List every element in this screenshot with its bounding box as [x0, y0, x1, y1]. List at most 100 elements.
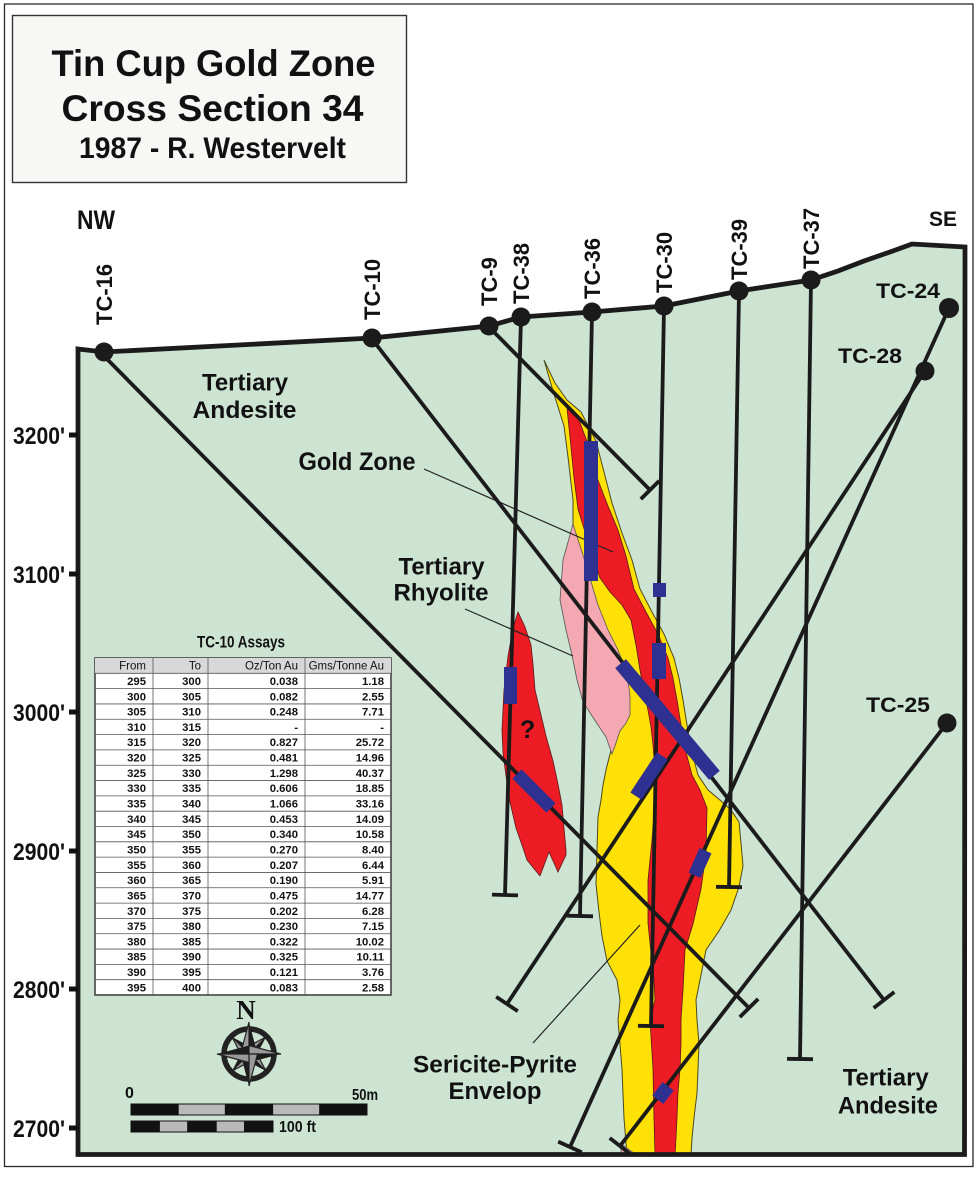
svg-text:0.083: 0.083: [270, 982, 298, 994]
svg-text:14.09: 14.09: [356, 814, 384, 826]
svg-text:33.16: 33.16: [356, 799, 384, 811]
svg-text:315: 315: [182, 722, 201, 734]
svg-text:Tertiary: Tertiary: [843, 1065, 930, 1092]
svg-text:7.15: 7.15: [362, 921, 384, 933]
svg-text:385: 385: [127, 952, 146, 964]
svg-text:350: 350: [182, 829, 201, 841]
svg-text:1987 - R. Westervelt: 1987 - R. Westervelt: [79, 132, 346, 165]
svg-text:2.58: 2.58: [362, 982, 384, 994]
svg-text:TC-28: TC-28: [838, 345, 902, 368]
svg-text:2800': 2800': [13, 977, 65, 1004]
svg-text:0.270: 0.270: [270, 845, 298, 857]
svg-text:2.55: 2.55: [362, 691, 384, 703]
svg-text:10.02: 10.02: [356, 936, 384, 948]
svg-text:320: 320: [182, 737, 201, 749]
svg-text:14.77: 14.77: [356, 890, 384, 902]
svg-text:305: 305: [182, 691, 201, 703]
svg-text:320: 320: [127, 753, 146, 765]
svg-text:315: 315: [127, 737, 146, 749]
svg-text:5.91: 5.91: [362, 875, 384, 887]
svg-text:2900': 2900': [13, 839, 65, 866]
svg-text:385: 385: [182, 936, 201, 948]
svg-text:0.121: 0.121: [270, 967, 298, 979]
svg-text:335: 335: [182, 783, 201, 795]
svg-text:Andesite: Andesite: [838, 1093, 938, 1120]
svg-text:50m: 50m: [352, 1087, 378, 1104]
svg-text:Andesite: Andesite: [193, 397, 297, 424]
svg-text:0.202: 0.202: [270, 906, 298, 918]
svg-text:0.606: 0.606: [270, 783, 298, 795]
svg-text:NW: NW: [77, 205, 115, 235]
svg-text:310: 310: [182, 707, 201, 719]
svg-text:335: 335: [127, 799, 146, 811]
svg-text:400: 400: [182, 982, 201, 994]
svg-text:370: 370: [127, 906, 146, 918]
svg-text:0: 0: [125, 1085, 134, 1102]
svg-text:365: 365: [182, 875, 201, 887]
svg-text:380: 380: [182, 921, 201, 933]
svg-text:TC-25: TC-25: [866, 694, 930, 717]
svg-text:6.44: 6.44: [362, 860, 385, 872]
svg-text:0.038: 0.038: [270, 676, 298, 688]
svg-text:7.71: 7.71: [362, 707, 384, 719]
svg-text:TC-10: TC-10: [360, 259, 385, 320]
svg-text:Sericite-Pyrite: Sericite-Pyrite: [413, 1052, 577, 1079]
svg-text:Gold Zone: Gold Zone: [299, 448, 416, 476]
svg-text:340: 340: [127, 814, 146, 826]
svg-text:0.207: 0.207: [270, 860, 298, 872]
svg-text:355: 355: [127, 860, 146, 872]
svg-text:390: 390: [127, 967, 146, 979]
svg-text:100 ft: 100 ft: [279, 1119, 317, 1136]
svg-text:40.37: 40.37: [356, 768, 384, 780]
svg-text:330: 330: [127, 783, 146, 795]
svg-text:0.340: 0.340: [270, 829, 298, 841]
svg-text:6.28: 6.28: [362, 906, 384, 918]
svg-text:N: N: [236, 995, 256, 1025]
svg-text:SE: SE: [929, 208, 957, 231]
svg-text:1.298: 1.298: [270, 768, 298, 780]
svg-text:TC-30: TC-30: [652, 232, 677, 293]
svg-text:360: 360: [182, 860, 201, 872]
svg-text:0.827: 0.827: [270, 737, 298, 749]
svg-text:380: 380: [127, 936, 146, 948]
svg-text:0.481: 0.481: [270, 753, 298, 765]
svg-text:?: ?: [520, 716, 535, 744]
svg-text:Cross Section 34: Cross Section 34: [62, 87, 364, 129]
svg-text:355: 355: [182, 845, 201, 857]
svg-text:TC-9: TC-9: [477, 257, 502, 306]
svg-text:340: 340: [182, 799, 201, 811]
svg-text:0.230: 0.230: [270, 921, 298, 933]
svg-text:330: 330: [182, 768, 201, 780]
svg-text:18.85: 18.85: [356, 783, 384, 795]
svg-text:Rhyolite: Rhyolite: [394, 580, 489, 607]
svg-text:1.18: 1.18: [362, 676, 384, 688]
svg-text:Envelop: Envelop: [449, 1078, 542, 1105]
svg-text:Tin Cup Gold Zone: Tin Cup Gold Zone: [52, 42, 376, 84]
svg-text:14.96: 14.96: [356, 753, 384, 765]
svg-text:305: 305: [127, 707, 146, 719]
svg-text:0.322: 0.322: [270, 936, 298, 948]
svg-text:365: 365: [127, 890, 146, 902]
svg-text:TC-16: TC-16: [92, 264, 117, 325]
svg-text:3200': 3200': [13, 423, 65, 450]
svg-text:Tertiary: Tertiary: [399, 554, 486, 581]
svg-text:390: 390: [182, 952, 201, 964]
svg-text:10.58: 10.58: [356, 829, 384, 841]
svg-text:Tertiary: Tertiary: [202, 370, 289, 397]
svg-text:TC-36: TC-36: [580, 238, 605, 299]
svg-text:2700': 2700': [13, 1116, 65, 1143]
svg-text:325: 325: [182, 753, 201, 765]
svg-text:0.082: 0.082: [270, 691, 298, 703]
svg-text:300: 300: [127, 691, 146, 703]
svg-text:375: 375: [127, 921, 146, 933]
svg-text:25.72: 25.72: [356, 737, 384, 749]
svg-text:To: To: [189, 661, 201, 673]
svg-text:Gms/Tonne Au: Gms/Tonne Au: [309, 661, 384, 673]
svg-text:395: 395: [182, 967, 201, 979]
svg-text:TC-39: TC-39: [727, 219, 752, 280]
svg-text:295: 295: [127, 676, 146, 688]
svg-text:1.066: 1.066: [270, 799, 298, 811]
svg-text:TC-10 Assays: TC-10 Assays: [197, 633, 285, 652]
svg-text:395: 395: [127, 982, 146, 994]
svg-text:375: 375: [182, 906, 201, 918]
